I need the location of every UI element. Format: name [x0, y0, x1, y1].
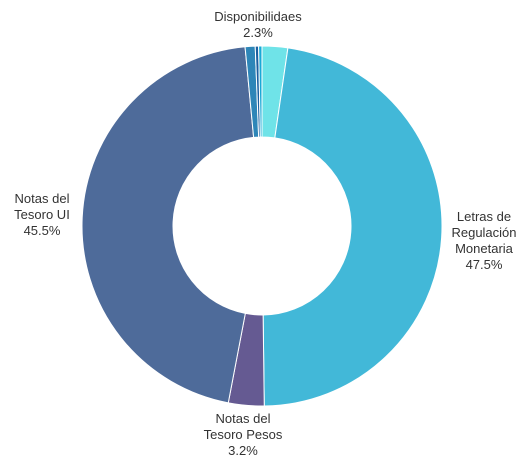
slice-name-label: Notas del	[216, 411, 271, 426]
slice-notas-del-tesoro-ui	[81, 46, 255, 404]
slice-name-label: Letras de	[457, 209, 511, 224]
slice-letras-de-regulaci-n-monetaria	[262, 47, 443, 407]
slice-label-3: Notas del Tesoro UI 45.5%	[14, 191, 70, 238]
slice-name-label: Monetaria	[455, 241, 514, 256]
slice-name-label: Regulación	[451, 225, 516, 240]
slice-percent-label: 45.5%	[24, 223, 61, 238]
slice-name-label: Disponibilidaes	[214, 9, 302, 24]
slice-percent-label: 2.3%	[243, 25, 273, 40]
slice-name-label: Tesoro Pesos	[204, 427, 283, 442]
slice-unlabeled-6	[258, 45, 263, 138]
labels-group: Disponibilidaes 2.3% Letras de Regulación Mo…	[14, 9, 516, 457]
slice-percent-label: 47.5%	[466, 257, 503, 272]
slice-label-1: Letras de Regulación Monetaria 47.5%	[451, 209, 516, 272]
slice-label-2: Notas del Tesoro Pesos 3.2%	[204, 411, 283, 457]
slice-name-label: Tesoro UI	[14, 207, 70, 222]
slice-label-0: Disponibilidaes 2.3%	[214, 9, 302, 40]
slices-group	[81, 45, 443, 407]
slice-name-label: Notas del	[15, 191, 70, 206]
slice-percent-label: 3.2%	[228, 443, 258, 457]
